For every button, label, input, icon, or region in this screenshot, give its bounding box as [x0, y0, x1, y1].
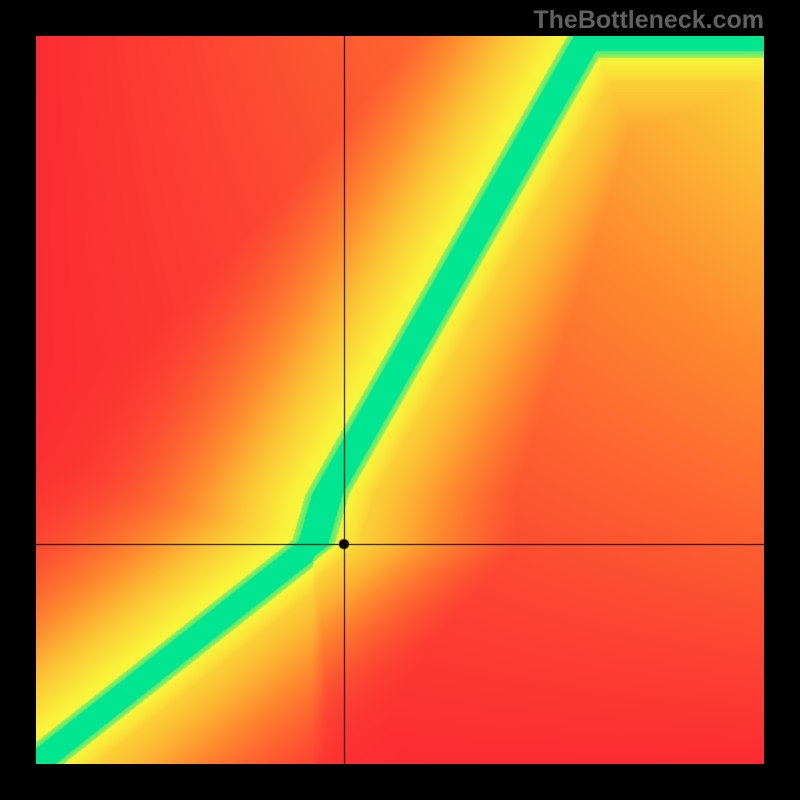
chart-container: TheBottleneck.com: [0, 0, 800, 800]
watermark-text: TheBottleneck.com: [533, 6, 764, 35]
bottleneck-heatmap: [36, 36, 764, 764]
